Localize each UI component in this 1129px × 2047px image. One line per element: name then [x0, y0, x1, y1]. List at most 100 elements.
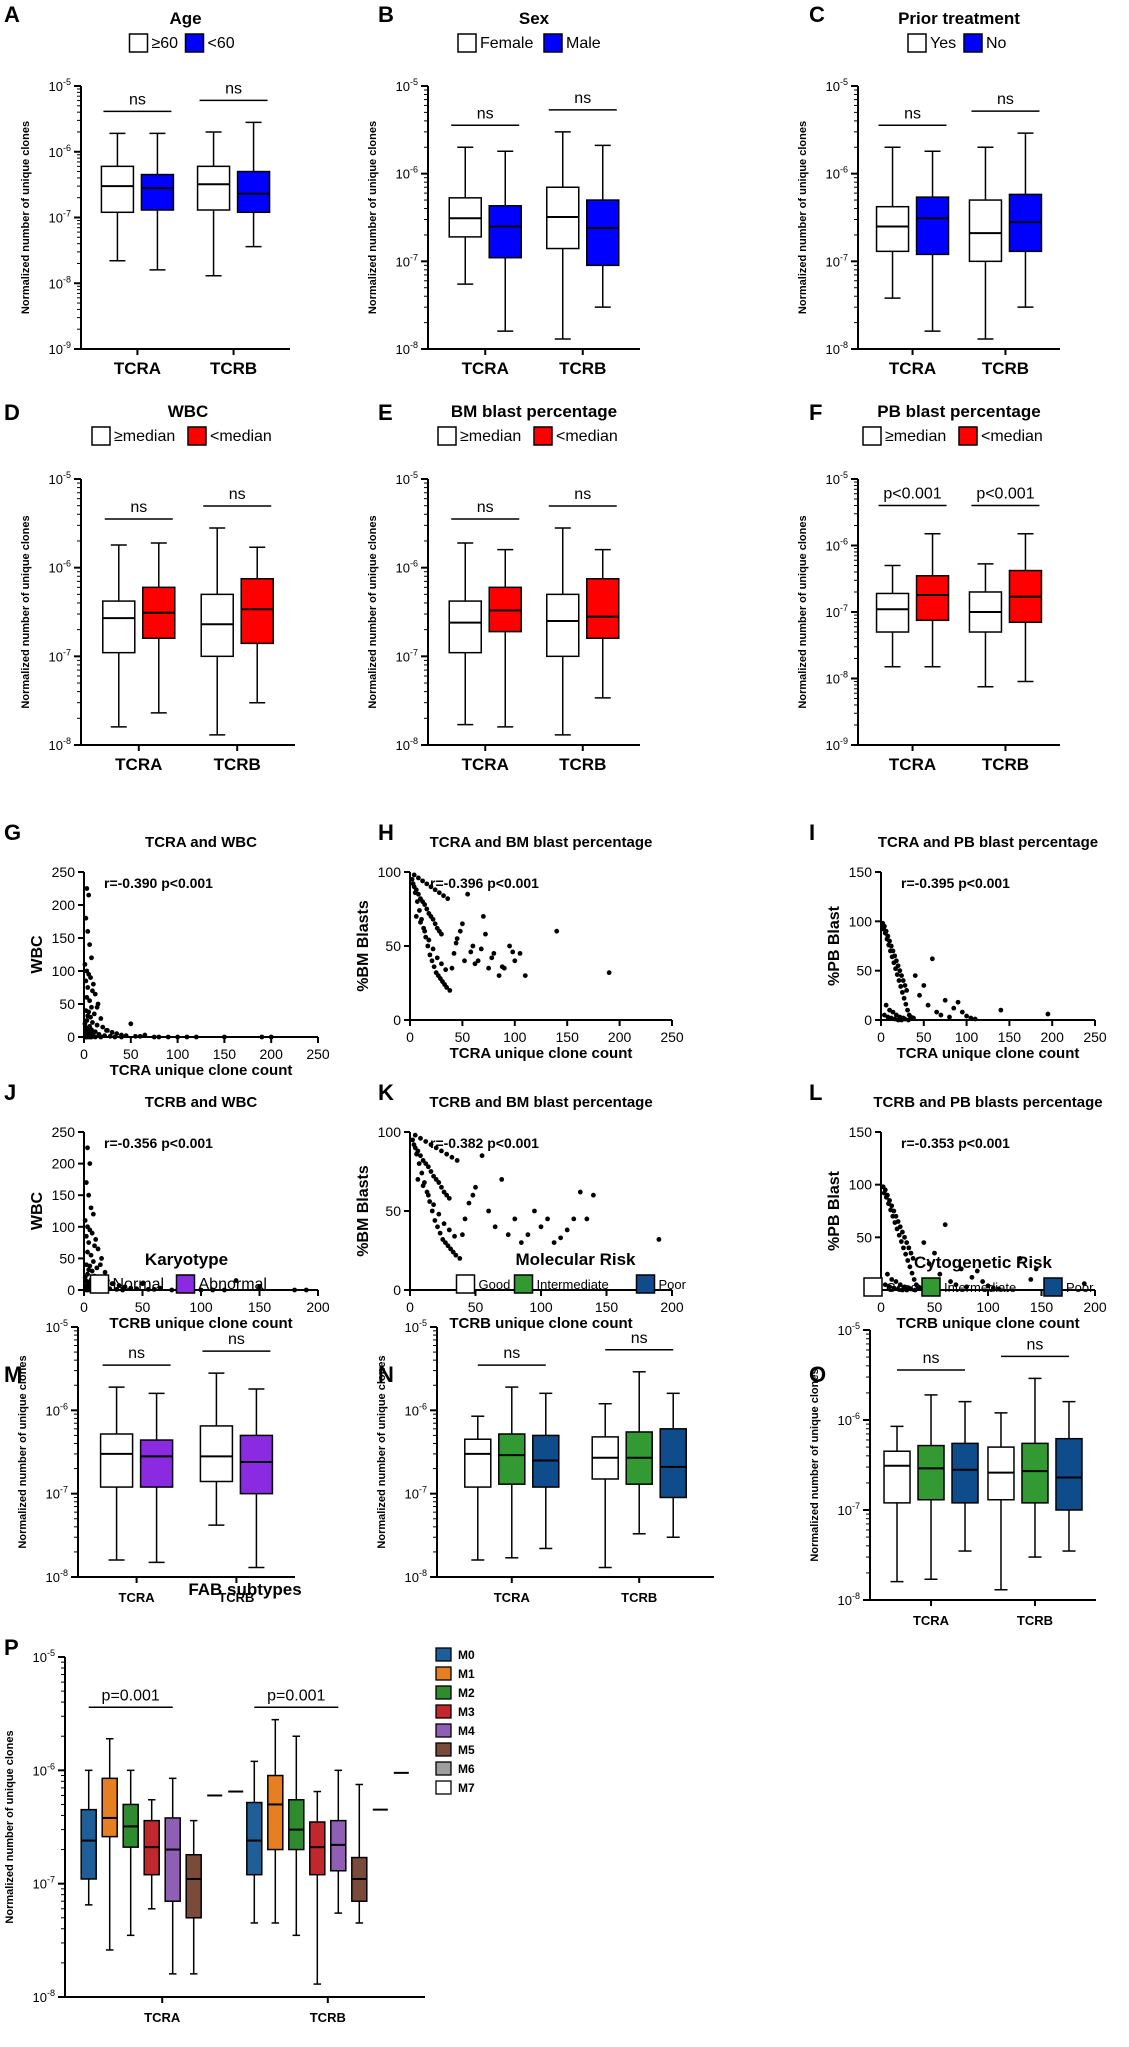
data-point: [1028, 1277, 1034, 1282]
y-tick-label: 10-6: [33, 1761, 55, 1778]
panel-letter: L: [809, 1080, 822, 1105]
panel-A: A Age ≥60 <60 10-9 10-8 10-7 10-6 10-5 Normalized…: [4, 2, 290, 378]
data-point: [89, 1004, 94, 1010]
data-point: [434, 955, 440, 961]
data-point: [468, 949, 474, 955]
box-<60: [140, 173, 175, 211]
panel-letter: D: [4, 400, 20, 425]
x-tick-label: TCRA: [144, 2010, 181, 2025]
y-axis-label: %BM Blasts: [355, 900, 372, 992]
box-≥median: [200, 593, 234, 658]
data-point: [454, 936, 460, 941]
box-<median: [586, 577, 620, 639]
data-point: [896, 1232, 902, 1238]
chart-title: Karyotype: [145, 1250, 228, 1269]
legend-swatch: [435, 1723, 452, 1738]
x-tick-label: TCRB: [621, 1590, 657, 1605]
data-point: [411, 1142, 417, 1148]
box-≥median: [448, 600, 482, 654]
data-point: [86, 1192, 92, 1198]
data-point: [87, 998, 93, 1004]
x-tick-label: TCRB: [982, 359, 1029, 378]
data-point: [442, 1240, 448, 1245]
x-tick-label: 50: [916, 1029, 932, 1045]
data-point: [83, 1031, 89, 1037]
legend-label: Intermediate: [537, 1277, 609, 1292]
data-point: [470, 943, 476, 949]
chart-title: TCRA and PB blast percentage: [878, 834, 1098, 851]
box-≥median: [102, 600, 136, 654]
y-tick-label: 50: [856, 963, 872, 979]
data-point: [887, 1284, 892, 1290]
x-axis-label: TCRA unique clone count: [110, 1062, 293, 1079]
x-tick-label: TCRB: [1017, 1613, 1053, 1628]
data-point: [410, 1137, 416, 1143]
data-point: [444, 1151, 450, 1157]
chart-title: Molecular Risk: [516, 1250, 637, 1269]
y-axis-label: Normalized number of unique clones: [809, 1368, 821, 1561]
data-point: [422, 902, 428, 907]
y-tick-label: 10-6: [396, 559, 418, 576]
legend-swatch: [435, 1742, 452, 1757]
data-point: [137, 1033, 143, 1039]
data-point: [416, 1161, 422, 1166]
data-point: [884, 936, 890, 942]
y-tick-label: 10-7: [405, 1485, 427, 1502]
data-point: [886, 942, 892, 948]
data-point: [499, 964, 505, 970]
data-point: [964, 1284, 969, 1290]
data-point: [446, 1195, 452, 1201]
box-M4: [164, 1817, 181, 1902]
panel-O: O Cytogenetic Risk Good Intermediate Poor 10-…: [809, 1253, 1096, 1628]
legend-swatch: [862, 426, 882, 446]
box-M3: [309, 1821, 326, 1876]
data-point: [85, 929, 91, 934]
data-point: [102, 1269, 108, 1275]
x-axis-label: TCRA unique clone count: [450, 1045, 633, 1062]
data-point: [87, 942, 93, 947]
significance-label: ns: [225, 80, 242, 97]
legend-label: ≥60: [152, 35, 179, 52]
data-point: [882, 930, 888, 936]
data-point: [517, 951, 523, 956]
data-point: [890, 1213, 896, 1219]
legend-swatch: [175, 1274, 196, 1294]
data-point: [412, 890, 418, 896]
data-point: [90, 981, 96, 987]
legend-swatch: [91, 426, 111, 446]
data-point: [912, 973, 918, 978]
data-point: [112, 1034, 118, 1040]
data-point: [886, 1201, 891, 1207]
data-point: [554, 928, 560, 934]
data-point: [439, 961, 444, 967]
data-point: [901, 1245, 906, 1251]
y-tick-label: 10-7: [46, 1485, 68, 1502]
data-point: [929, 956, 935, 962]
legend-swatch: [435, 1685, 452, 1700]
data-point: [430, 946, 436, 952]
x-tick-label: 50: [927, 1299, 943, 1315]
significance-label: ns: [904, 105, 921, 122]
legend-label: <median: [556, 428, 618, 445]
data-point: [423, 1161, 429, 1166]
legend-swatch: [635, 1274, 656, 1294]
panel-J: J TCRB and WBC 0 50 100 150 200 250 0 50 100 150 200…: [4, 1080, 330, 1332]
data-point: [90, 988, 95, 994]
data-point: [441, 1221, 447, 1227]
data-point: [233, 1278, 239, 1283]
legend-label: Yes: [930, 35, 956, 52]
data-point: [412, 1132, 418, 1138]
box-<median: [915, 575, 950, 622]
y-tick-label: 10-5: [396, 77, 418, 94]
significance-label: ns: [631, 1330, 648, 1347]
data-point: [303, 1287, 309, 1293]
data-point: [82, 1274, 88, 1280]
legend-label: Good: [886, 1280, 918, 1295]
legend-swatch: [435, 1780, 452, 1795]
data-point: [900, 1015, 906, 1021]
data-point: [892, 1220, 898, 1225]
data-point: [478, 946, 484, 952]
box-No: [915, 196, 950, 256]
y-tick-label: 10-6: [49, 559, 71, 576]
data-point: [441, 1189, 447, 1195]
